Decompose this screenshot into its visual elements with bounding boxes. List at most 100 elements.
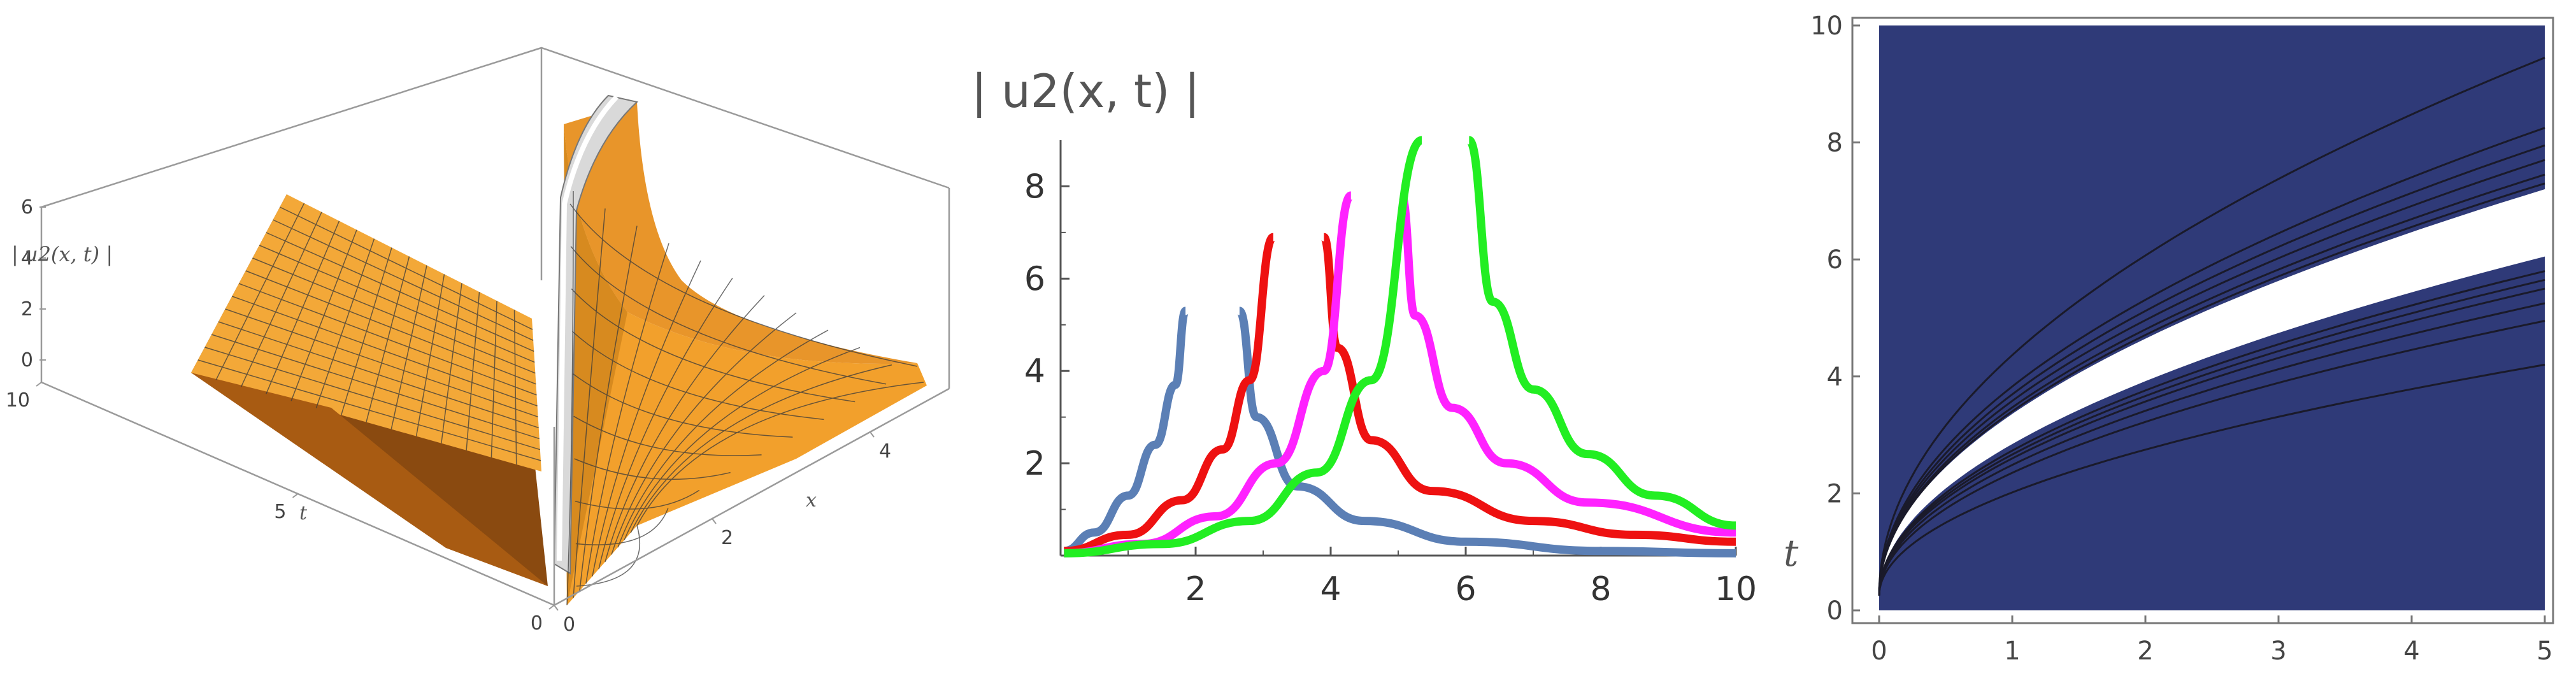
t-axis-label: t <box>1784 531 1799 575</box>
x-axis-label: x <box>806 489 817 512</box>
x-tick-mark <box>869 431 875 438</box>
z-tick-label: 4 <box>21 247 33 270</box>
mesh-line <box>566 191 574 606</box>
series-1-right-branch <box>1319 233 1736 546</box>
x-tick-label: 2 <box>1185 570 1206 608</box>
mesh-line <box>636 382 924 526</box>
x-tick-label: 0 <box>1871 636 1887 666</box>
contour-line-lower <box>1878 320 2545 596</box>
mesh-line <box>415 274 445 436</box>
line-series-group <box>1063 136 1736 557</box>
surface-ridge <box>553 94 639 575</box>
contour-plot-area <box>1878 25 2545 610</box>
mesh-line <box>441 283 462 443</box>
contour-line-upper <box>1878 57 2545 596</box>
surface-right-sheet <box>564 102 927 605</box>
mesh-line <box>366 256 410 422</box>
mesh-line <box>571 331 824 421</box>
x-tick-label: 10 <box>1715 570 1757 608</box>
mesh-line <box>611 312 797 555</box>
x-tick-label: 8 <box>1590 570 1611 608</box>
mesh-line <box>575 507 669 545</box>
x-tick-label: 4 <box>2403 636 2419 666</box>
t-tick-mark <box>292 493 299 498</box>
y-tick-label: 4 <box>1024 352 1045 391</box>
x-tick-label: 2 <box>2137 636 2153 666</box>
y-tick-label: 4 <box>1827 363 1843 392</box>
mesh-line <box>266 232 534 352</box>
z-tick-label: 0 <box>21 349 33 371</box>
y-tick-label: 10 <box>1810 11 1843 41</box>
mesh-line <box>490 301 497 457</box>
mesh-line <box>617 329 829 548</box>
y-axis-label: | u2(x, t) | <box>971 64 1200 119</box>
mesh-line <box>579 226 638 591</box>
y-tick-label: 6 <box>1827 245 1843 275</box>
line-axes: 2 4 6 8 10 2 4 6 8 <box>1024 140 1757 608</box>
mesh-line <box>466 292 480 450</box>
mesh-line <box>624 347 861 541</box>
y-tick-label: 6 <box>1024 260 1045 298</box>
y-tick-label: 8 <box>1827 129 1843 158</box>
t-tick-mark <box>548 605 555 610</box>
contour-fill <box>1879 25 2545 610</box>
mesh-line <box>569 203 918 367</box>
x-axis-ticks: 0 2 4 <box>554 431 891 636</box>
x-tick-label: 4 <box>1320 570 1341 608</box>
x-tick-label: 6 <box>1455 570 1476 608</box>
t-axis-ticks: 0 5 10 <box>6 382 555 635</box>
contour-line-lower <box>1878 278 2545 596</box>
mesh-line <box>592 260 701 577</box>
x-tick-label: 2 <box>721 527 733 549</box>
x-tick-label: 3 <box>2270 636 2286 666</box>
mesh-line <box>513 310 517 464</box>
x-tick-mark <box>554 605 559 611</box>
z-axis-ticks: 0 2 4 6 <box>21 196 46 371</box>
surface-3d-chart: 0 2 4 6 | u2(x, t) | 0 5 10 t 0 2 4 x <box>6 47 950 636</box>
mesh-line <box>252 257 536 374</box>
y-tick-label: 2 <box>1024 445 1045 483</box>
t-tick-label: 0 <box>531 612 543 635</box>
contour-frame <box>1851 17 2554 624</box>
contour-line-upper <box>1878 144 2545 596</box>
t-axis-label: t <box>299 502 308 524</box>
series-3-right-branch <box>1464 136 1736 530</box>
mesh-line <box>245 270 536 385</box>
contour-line-upper <box>1878 173 2545 596</box>
mesh-line <box>273 219 534 341</box>
z-tick-label: 6 <box>21 196 33 219</box>
contour-axes: 0 1 2 3 4 5 0 2 4 6 8 10 <box>1810 11 2553 666</box>
y-tick-label: 8 <box>1024 168 1045 206</box>
series-0-left-branch <box>1063 306 1190 556</box>
x-tick-mark <box>712 518 717 524</box>
mesh-line <box>259 245 535 363</box>
x-tick-label: 0 <box>563 614 575 636</box>
z-tick-label: 2 <box>21 298 33 320</box>
mesh-line <box>573 415 762 456</box>
contour-line-upper <box>1878 159 2545 596</box>
mesh-line <box>573 208 606 598</box>
t-tick-label: 10 <box>6 389 30 412</box>
series-0-right-branch <box>1235 306 1736 557</box>
contour-line-upper <box>1878 182 2545 596</box>
contour-line-lower <box>1878 363 2545 596</box>
mesh-line <box>390 265 427 429</box>
box-back-edges <box>40 47 950 382</box>
contour-line-upper <box>1878 127 2545 596</box>
mesh-line <box>630 364 892 533</box>
series-2-left-branch <box>1064 191 1354 557</box>
mesh-line <box>279 206 533 330</box>
mesh-line <box>598 277 733 570</box>
mesh-line <box>575 489 700 510</box>
contour-line-lower <box>1878 287 2545 596</box>
contour-gap-band <box>1879 189 2545 596</box>
series-1-left-branch <box>1064 233 1276 556</box>
series-2-right-branch <box>1397 191 1736 537</box>
mesh-line <box>571 288 855 403</box>
contour-line-lower <box>1878 302 2545 596</box>
mesh-line <box>572 373 793 438</box>
x-tick-label: 5 <box>2537 636 2552 666</box>
series-3-left-branch <box>1064 136 1424 557</box>
mesh-line <box>574 458 731 480</box>
x-tick-label: 1 <box>2004 636 2020 666</box>
